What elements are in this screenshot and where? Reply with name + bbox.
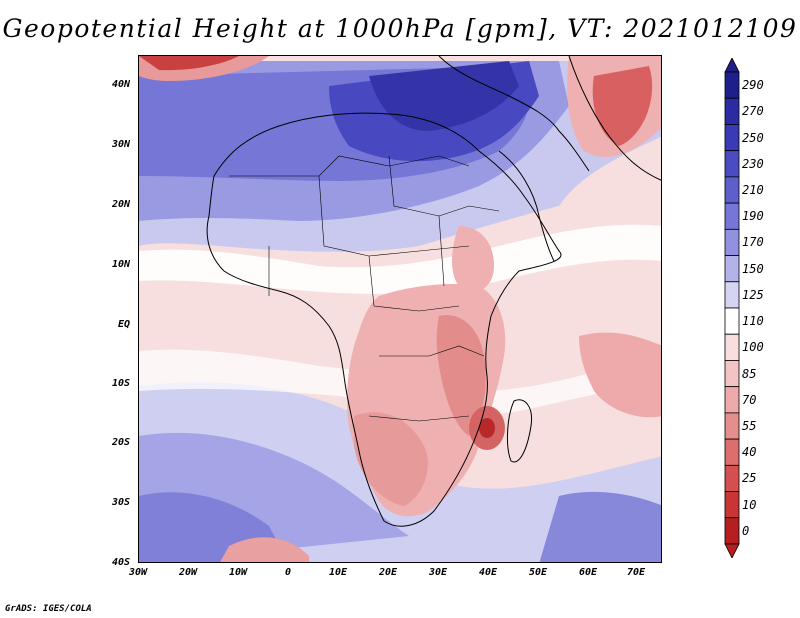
colorbar-label: 70 [742, 392, 757, 407]
colorbar-swatch [724, 71, 740, 99]
colorbar-label: 85 [742, 366, 757, 381]
lon-label: 20W [178, 567, 198, 578]
border-line [379, 345, 485, 357]
colorbar-label: 100 [742, 340, 764, 355]
east-africa-red [452, 226, 494, 293]
colorbar-label: 210 [742, 183, 764, 197]
southern-africa-red [354, 412, 428, 506]
mozambique-low-core [479, 418, 495, 438]
colorbar-label: 190 [742, 209, 764, 224]
africa-coastline [206, 112, 562, 527]
colorbar-swatch [724, 517, 740, 545]
colorbar-swatch [724, 360, 740, 388]
lat-label: 30S [111, 497, 130, 508]
border-line [229, 155, 470, 177]
colorbar-top-arrow [724, 58, 740, 73]
lon-label: 0 [284, 567, 292, 578]
indian-ocean-red [579, 332, 661, 418]
colorbar-label: 110 [742, 314, 764, 329]
colorbar-label: 250 [742, 130, 764, 145]
colorbar-label: 25 [742, 471, 757, 486]
height-field [139, 56, 661, 562]
colorbar-swatch [724, 281, 740, 309]
lon-label: 50E [528, 567, 548, 578]
lon-label: 60E [578, 567, 598, 578]
colorbar-swatch [724, 176, 740, 204]
asia-coast [568, 56, 661, 181]
colorbar-swatch [724, 307, 740, 335]
border-line [368, 255, 460, 312]
madagascar-coastline [506, 399, 533, 463]
lat-label: 40N [111, 79, 130, 90]
colorbar-swatch [724, 412, 740, 440]
lat-label: 10S [111, 378, 130, 389]
colorbar-label: 270 [742, 104, 764, 119]
africa-red-inner [436, 315, 486, 436]
sahara-core [369, 61, 519, 131]
red-sea-coast [498, 150, 555, 262]
lon-label: 30E [428, 567, 448, 578]
colorbar-swatch [724, 124, 740, 152]
lon-label: 20E [378, 567, 398, 578]
colorbar-label: 230 [742, 156, 764, 171]
colorbar-label: 150 [742, 261, 764, 276]
lon-label: 70E [626, 567, 646, 578]
colorbar-label: 55 [742, 419, 757, 433]
colorbar-swatch [724, 255, 740, 283]
colorbar-bottom-arrow [724, 543, 740, 558]
colorbar-swatch [724, 386, 740, 414]
coastlines [206, 56, 661, 527]
mediterranean-coast [438, 56, 590, 172]
colorbar-swatch [724, 97, 740, 125]
colorbar-swatch [724, 228, 740, 256]
credit-text: GrADS: IGES/COLA [5, 604, 92, 614]
colorbar-swatch [724, 491, 740, 519]
nw-red-core [139, 56, 239, 71]
lon-label: 30W [128, 567, 148, 578]
south-red-patch [220, 537, 309, 562]
lat-label: EQ [117, 319, 130, 330]
colorbar-swatch [724, 464, 740, 492]
lat-label: 20S [111, 437, 130, 448]
colorbar-label: 125 [742, 287, 764, 302]
colorbar [724, 58, 740, 558]
lon-label: 10W [228, 567, 248, 578]
lat-label: 10N [111, 259, 130, 270]
transition-band-north [139, 224, 661, 294]
map-panel [138, 55, 662, 563]
lat-label: 40S [111, 557, 130, 568]
ne-red-core [592, 66, 653, 146]
colorbar-swatch [724, 333, 740, 361]
border-line [368, 415, 470, 422]
colorbar-swatch [724, 150, 740, 178]
lon-label: 10E [328, 567, 348, 578]
lat-label: 20N [111, 199, 130, 210]
colorbar-label: 10 [742, 497, 757, 512]
colorbar-label: 290 [742, 78, 764, 93]
lon-label: 40E [478, 567, 498, 578]
colorbar-swatch [724, 202, 740, 230]
colorbar-label: 0 [742, 523, 750, 538]
lat-label: 30N [111, 139, 130, 150]
colorbar-label: 170 [742, 235, 764, 250]
colorbar-label: 40 [742, 445, 757, 460]
country-borders [229, 155, 500, 422]
southeast-blue [539, 491, 661, 562]
map-title: Geopotential Height at 1000hPa [gpm], VT… [2, 14, 798, 43]
colorbar-swatch [724, 438, 740, 466]
border-line [438, 215, 445, 287]
